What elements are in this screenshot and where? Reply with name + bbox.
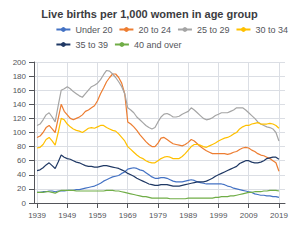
svg-text:Under 20: Under 20 xyxy=(75,25,112,35)
svg-text:140: 140 xyxy=(13,100,27,109)
svg-text:120: 120 xyxy=(13,114,27,123)
svg-text:20: 20 xyxy=(17,184,26,193)
svg-text:2009: 2009 xyxy=(240,211,258,220)
svg-text:1979: 1979 xyxy=(149,211,167,220)
svg-text:40: 40 xyxy=(17,170,26,179)
svg-text:20 to 24: 20 to 24 xyxy=(138,25,171,35)
svg-text:2019: 2019 xyxy=(270,211,288,220)
svg-text:1949: 1949 xyxy=(58,211,76,220)
svg-text:200: 200 xyxy=(13,58,27,67)
svg-text:80: 80 xyxy=(17,142,26,151)
svg-text:30 to 34: 30 to 34 xyxy=(255,25,288,35)
svg-text:Live births per 1,000 women in: Live births per 1,000 women in age group xyxy=(41,8,258,20)
svg-text:180: 180 xyxy=(13,72,27,81)
svg-text:160: 160 xyxy=(13,86,27,95)
svg-text:1989: 1989 xyxy=(179,211,197,220)
svg-text:60: 60 xyxy=(17,156,26,165)
svg-text:0: 0 xyxy=(22,199,27,208)
svg-text:100: 100 xyxy=(13,128,27,137)
svg-text:40 and over: 40 and over xyxy=(134,40,182,50)
svg-text:1969: 1969 xyxy=(119,211,137,220)
svg-text:1939: 1939 xyxy=(28,211,46,220)
svg-text:1999: 1999 xyxy=(210,211,228,220)
svg-text:1959: 1959 xyxy=(89,211,107,220)
svg-text:35 to 39: 35 to 39 xyxy=(75,40,108,50)
svg-text:25 to 29: 25 to 29 xyxy=(197,25,230,35)
